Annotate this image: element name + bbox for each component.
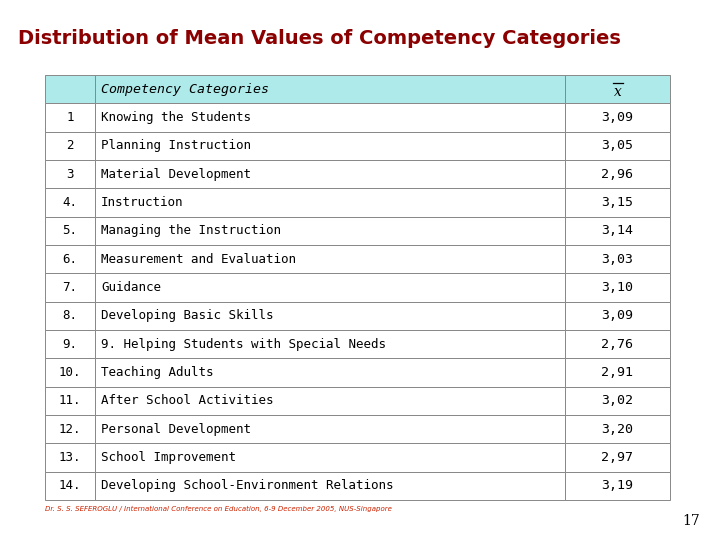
Text: After School Activities: After School Activities (101, 394, 274, 407)
Text: 3,15: 3,15 (601, 196, 634, 209)
Text: Competency Categories: Competency Categories (101, 83, 269, 96)
Text: 12.: 12. (59, 423, 81, 436)
Bar (95, 471, 565, 500)
Bar (45, 273, 95, 302)
Bar (565, 471, 670, 500)
Bar (95, 132, 565, 160)
Bar (565, 188, 670, 217)
Bar (95, 415, 565, 443)
Bar (45, 387, 95, 415)
Bar (565, 160, 670, 188)
Text: Dr. S. S. SEFEROGLU / International Conference on Education, 6-9 December 2005, : Dr. S. S. SEFEROGLU / International Conf… (45, 506, 392, 512)
Bar (565, 359, 670, 387)
Text: 2,76: 2,76 (601, 338, 634, 350)
Text: 2,96: 2,96 (601, 167, 634, 181)
Text: Developing School-Environment Relations: Developing School-Environment Relations (101, 480, 394, 492)
Text: x: x (613, 85, 621, 99)
Text: Material Development: Material Development (101, 167, 251, 181)
Bar (45, 443, 95, 471)
Bar (95, 302, 565, 330)
Bar (95, 103, 565, 132)
Text: 2,97: 2,97 (601, 451, 634, 464)
Text: 14.: 14. (59, 480, 81, 492)
Text: 6.: 6. (63, 253, 78, 266)
Bar (565, 217, 670, 245)
Text: 3,10: 3,10 (601, 281, 634, 294)
Text: 3,14: 3,14 (601, 224, 634, 238)
Bar (565, 132, 670, 160)
Bar (95, 387, 565, 415)
Bar (565, 273, 670, 302)
Bar (565, 387, 670, 415)
Text: 3,20: 3,20 (601, 423, 634, 436)
Text: 17: 17 (683, 514, 700, 528)
Bar (565, 443, 670, 471)
Bar (95, 273, 565, 302)
Text: 5.: 5. (63, 224, 78, 238)
Text: Guidance: Guidance (101, 281, 161, 294)
Bar (95, 359, 565, 387)
Text: 3,05: 3,05 (601, 139, 634, 152)
Bar (565, 75, 670, 103)
Bar (565, 415, 670, 443)
Text: Distribution of Mean Values of Competency Categories: Distribution of Mean Values of Competenc… (18, 29, 621, 48)
Bar (95, 330, 565, 359)
Bar (45, 75, 95, 103)
Bar (45, 471, 95, 500)
Text: Teaching Adults: Teaching Adults (101, 366, 214, 379)
Bar (45, 217, 95, 245)
Text: 3,19: 3,19 (601, 480, 634, 492)
Text: Measurement and Evaluation: Measurement and Evaluation (101, 253, 296, 266)
Bar (45, 103, 95, 132)
Text: Knowing the Students: Knowing the Students (101, 111, 251, 124)
Bar (565, 103, 670, 132)
Bar (95, 443, 565, 471)
Bar (565, 302, 670, 330)
Text: Instruction: Instruction (101, 196, 184, 209)
Text: 2: 2 (66, 139, 73, 152)
Text: 1: 1 (66, 111, 73, 124)
Bar (565, 245, 670, 273)
Bar (95, 188, 565, 217)
Text: 10.: 10. (59, 366, 81, 379)
Text: 3,02: 3,02 (601, 394, 634, 407)
Text: 13.: 13. (59, 451, 81, 464)
Text: Managing the Instruction: Managing the Instruction (101, 224, 281, 238)
Bar (45, 302, 95, 330)
Bar (95, 245, 565, 273)
Bar (45, 160, 95, 188)
Text: Planning Instruction: Planning Instruction (101, 139, 251, 152)
Text: 9.: 9. (63, 338, 78, 350)
Bar (45, 359, 95, 387)
Text: 8.: 8. (63, 309, 78, 322)
Text: School Improvement: School Improvement (101, 451, 236, 464)
Bar (45, 188, 95, 217)
Text: 2,91: 2,91 (601, 366, 634, 379)
Bar (95, 160, 565, 188)
Bar (95, 217, 565, 245)
Text: 3,03: 3,03 (601, 253, 634, 266)
Text: 9. Helping Students with Special Needs: 9. Helping Students with Special Needs (101, 338, 386, 350)
Text: 7.: 7. (63, 281, 78, 294)
Text: 3: 3 (66, 167, 73, 181)
Text: 4.: 4. (63, 196, 78, 209)
Bar (45, 415, 95, 443)
Bar (565, 330, 670, 359)
Bar (45, 330, 95, 359)
Text: 3,09: 3,09 (601, 309, 634, 322)
Bar (45, 132, 95, 160)
Text: Developing Basic Skills: Developing Basic Skills (101, 309, 274, 322)
Bar (95, 75, 565, 103)
Text: Personal Development: Personal Development (101, 423, 251, 436)
Text: 3,09: 3,09 (601, 111, 634, 124)
Bar (45, 245, 95, 273)
Text: 11.: 11. (59, 394, 81, 407)
